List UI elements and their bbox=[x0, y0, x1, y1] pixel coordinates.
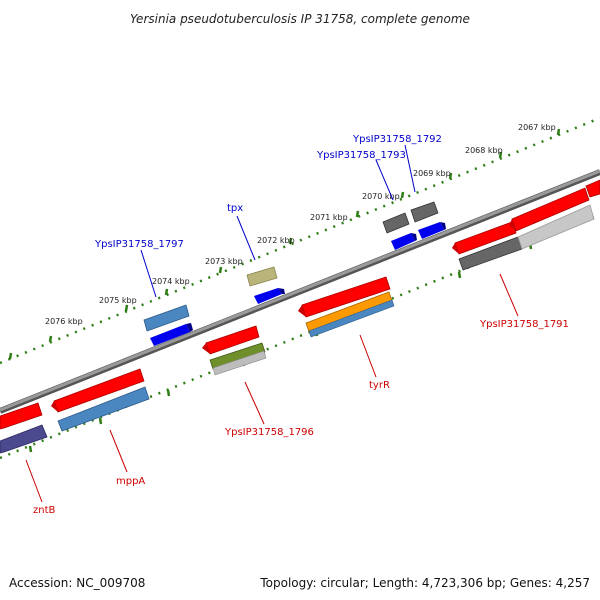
reverse-features bbox=[0, 179, 600, 454]
label-ypsip31758-1797[interactable]: YpsIP31758_1797 bbox=[94, 239, 184, 250]
genome-title: Yersinia pseudotuberculosis IP 31758, co… bbox=[130, 12, 470, 26]
gene-mppa[interactable] bbox=[51, 368, 150, 432]
outer-scale-major-ticks bbox=[8, 128, 561, 360]
scale-label-2072: 2072 kbp bbox=[257, 236, 295, 245]
genome-backbone bbox=[0, 169, 600, 414]
label-leaders bbox=[25, 144, 519, 503]
scale-labels: 2067 kbp 2068 kbp 2069 kbp 2070 kbp 2071… bbox=[45, 123, 556, 326]
gene-tpx[interactable] bbox=[246, 266, 285, 304]
label-ypsip31758-1796[interactable]: YpsIP31758_1796 bbox=[224, 427, 314, 438]
gene-adjacent-right[interactable] bbox=[509, 179, 600, 232]
outer-scale-track bbox=[0, 116, 600, 365]
scale-label-2068: 2068 kbp bbox=[465, 146, 503, 155]
label-ypsip31758-1791[interactable]: YpsIP31758_1791 bbox=[479, 319, 569, 330]
label-tpx[interactable]: tpx bbox=[227, 203, 243, 214]
gene-ypsip31758-1793[interactable] bbox=[382, 212, 417, 250]
gene-ypsip31758-1797[interactable] bbox=[143, 304, 193, 346]
gene-ypsip31758-1791[interactable] bbox=[452, 204, 595, 271]
scale-label-2071: 2071 kbp bbox=[310, 213, 348, 222]
label-ypsip31758-1793[interactable]: YpsIP31758_1793 bbox=[316, 150, 406, 161]
gene-zntb[interactable] bbox=[0, 402, 48, 454]
label-ypsip31758-1792[interactable]: YpsIP31758_1792 bbox=[352, 134, 442, 145]
genome-summary: Topology: circular; Length: 4,723,306 bp… bbox=[259, 576, 590, 590]
gene-ypsip31758-1792[interactable] bbox=[410, 201, 446, 239]
gene-labels: YpsIP31758_1792 YpsIP31758_1793 tpx YpsI… bbox=[33, 134, 569, 516]
gene-ypsip31758-1796[interactable] bbox=[202, 325, 267, 376]
scale-label-2073: 2073 kbp bbox=[205, 257, 243, 266]
scale-label-2075: 2075 kbp bbox=[99, 296, 137, 305]
scale-label-2076: 2076 kbp bbox=[45, 317, 83, 326]
scale-label-2070: 2070 kbp bbox=[362, 192, 400, 201]
gene-tyrr[interactable] bbox=[298, 276, 395, 338]
scale-label-2067: 2067 kbp bbox=[518, 123, 556, 132]
accession-label: Accession: NC_009708 bbox=[9, 576, 145, 590]
forward-features bbox=[143, 201, 446, 346]
scale-label-2074: 2074 kbp bbox=[152, 277, 190, 286]
label-mppa[interactable]: mppA bbox=[116, 476, 145, 487]
scale-label-2069: 2069 kbp bbox=[413, 169, 451, 178]
label-zntb[interactable]: zntB bbox=[33, 505, 56, 516]
label-tyrr[interactable]: tyrR bbox=[369, 380, 390, 391]
